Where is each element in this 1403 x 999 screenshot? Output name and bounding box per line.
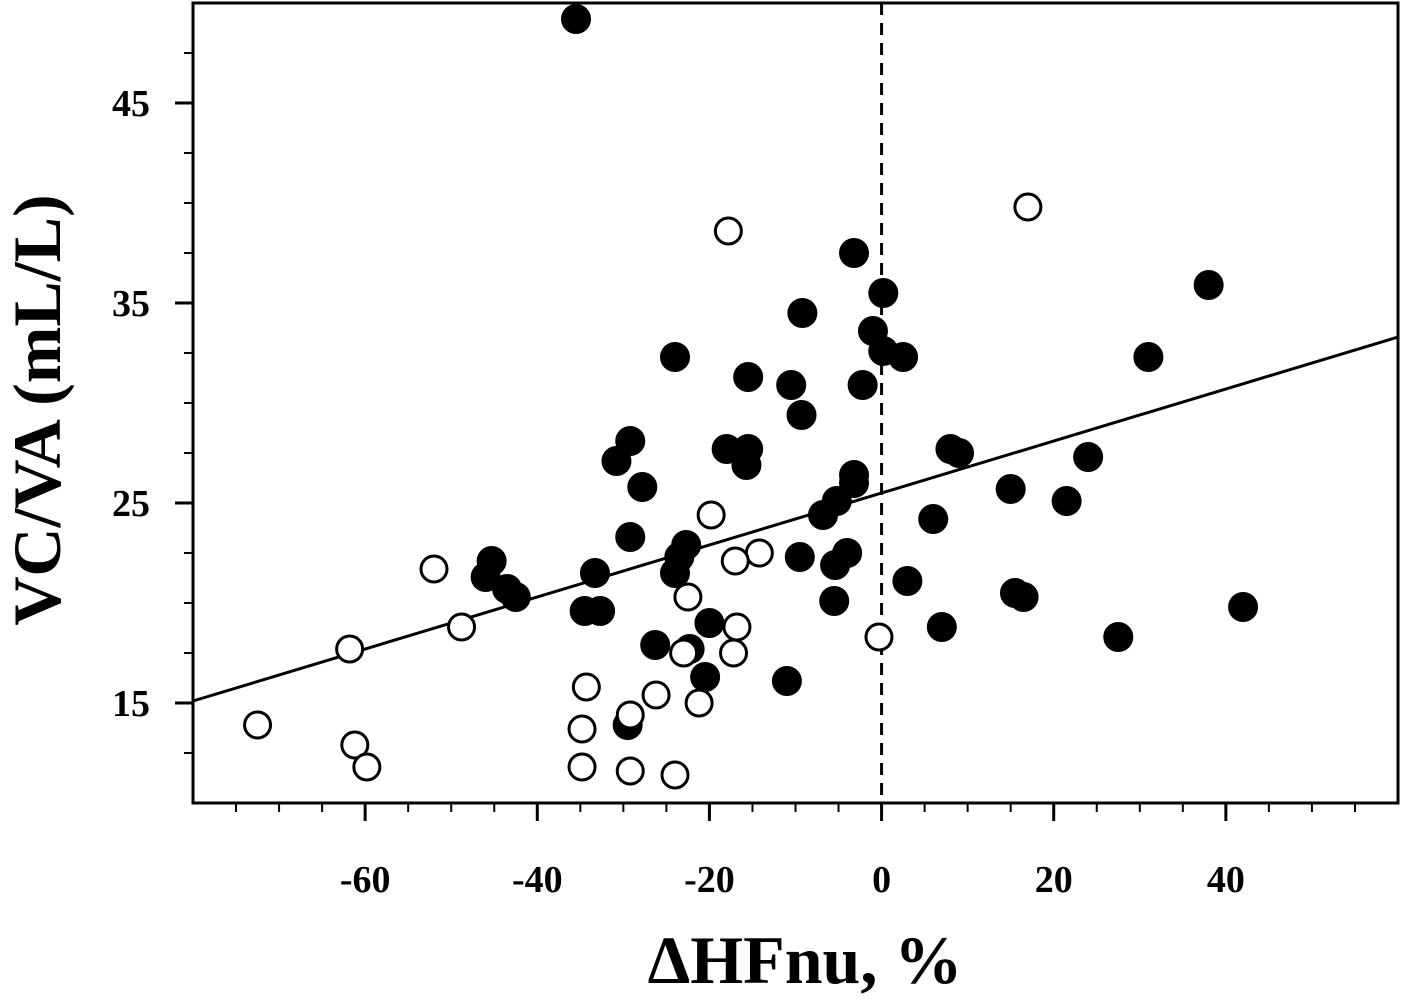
- open-point: [447, 612, 477, 642]
- y-tick-label: 35: [112, 283, 150, 325]
- regression-line: [192, 335, 1399, 703]
- open-point: [340, 730, 370, 760]
- filled-point: [808, 500, 839, 530]
- x-tick-label: -60: [340, 859, 391, 901]
- minor-ticks: [184, 52, 1356, 812]
- filled-point: [660, 558, 690, 588]
- filled-point: [561, 4, 592, 34]
- x-tick-label: -20: [684, 859, 735, 901]
- filled-point: [1008, 582, 1039, 612]
- open-point: [684, 688, 714, 718]
- open-point: [720, 546, 750, 576]
- open-point: [567, 714, 597, 744]
- filled-point: [820, 550, 851, 580]
- open-point: [243, 710, 273, 740]
- filled-point: [784, 542, 815, 572]
- open-point: [419, 554, 449, 584]
- filled-point: [771, 666, 802, 696]
- filled-point: [585, 596, 616, 626]
- filled-point: [892, 566, 923, 596]
- filled-point: [733, 362, 764, 392]
- filled-point: [1103, 622, 1134, 652]
- filled-point: [888, 342, 919, 372]
- open-point: [713, 216, 743, 246]
- open-point: [719, 638, 749, 668]
- filled-point: [627, 472, 658, 502]
- open-point: [660, 760, 690, 790]
- y-tick-label: 45: [112, 83, 150, 125]
- open-point: [615, 700, 645, 730]
- x-tick-label: 0: [872, 859, 891, 901]
- y-tick-labels: 15 25 35 45: [112, 83, 150, 725]
- x-tick-label: 20: [1035, 859, 1073, 901]
- filled-point: [786, 400, 817, 430]
- filled-point: [601, 446, 632, 476]
- filled-point: [819, 586, 850, 616]
- filled-point: [847, 370, 878, 400]
- filled-point: [660, 342, 690, 372]
- filled-point: [776, 370, 807, 400]
- open-point: [744, 538, 774, 568]
- filled-point: [1073, 442, 1104, 472]
- filled-point: [868, 278, 899, 308]
- y-tick-label: 15: [112, 683, 150, 725]
- open-point: [864, 622, 894, 652]
- filled-point: [944, 438, 975, 468]
- open-point: [722, 612, 752, 642]
- filled-point: [615, 522, 646, 552]
- open-point: [669, 638, 699, 668]
- filled-point: [1228, 592, 1259, 622]
- filled-point: [1051, 486, 1082, 516]
- x-tick-labels: -60 -40 -20 0 20 40: [340, 859, 1245, 901]
- filled-point: [926, 612, 957, 642]
- filled-point: [787, 298, 818, 328]
- open-point: [615, 756, 645, 786]
- filled-point: [579, 558, 610, 588]
- open-point: [335, 634, 365, 664]
- x-tick-label: 40: [1207, 859, 1245, 901]
- filled-point: [731, 450, 762, 480]
- filled-point: [690, 662, 721, 692]
- open-point: [567, 752, 597, 782]
- filled-point: [1133, 342, 1164, 372]
- y-axis-title: VC/VA (mL/L): [0, 194, 75, 625]
- filled-point: [694, 608, 725, 638]
- open-point: [696, 500, 726, 530]
- y-tick-label: 25: [112, 483, 150, 525]
- open-point: [673, 582, 703, 612]
- filled-point: [1193, 270, 1224, 300]
- filled-point: [918, 504, 949, 534]
- open-point: [641, 680, 671, 710]
- x-axis-title: ΔHFnu, %: [648, 922, 963, 998]
- x-tick-label: -40: [512, 859, 563, 901]
- filled-point: [500, 582, 531, 612]
- open-point: [1013, 192, 1043, 222]
- major-ticks: [175, 101, 1228, 821]
- open-point: [352, 752, 382, 782]
- filled-point: [640, 630, 671, 660]
- filled-point: [839, 238, 870, 268]
- data-points: [243, 4, 1259, 790]
- regression-line-group: [192, 335, 1399, 703]
- open-point: [571, 672, 601, 702]
- filled-point: [995, 474, 1026, 504]
